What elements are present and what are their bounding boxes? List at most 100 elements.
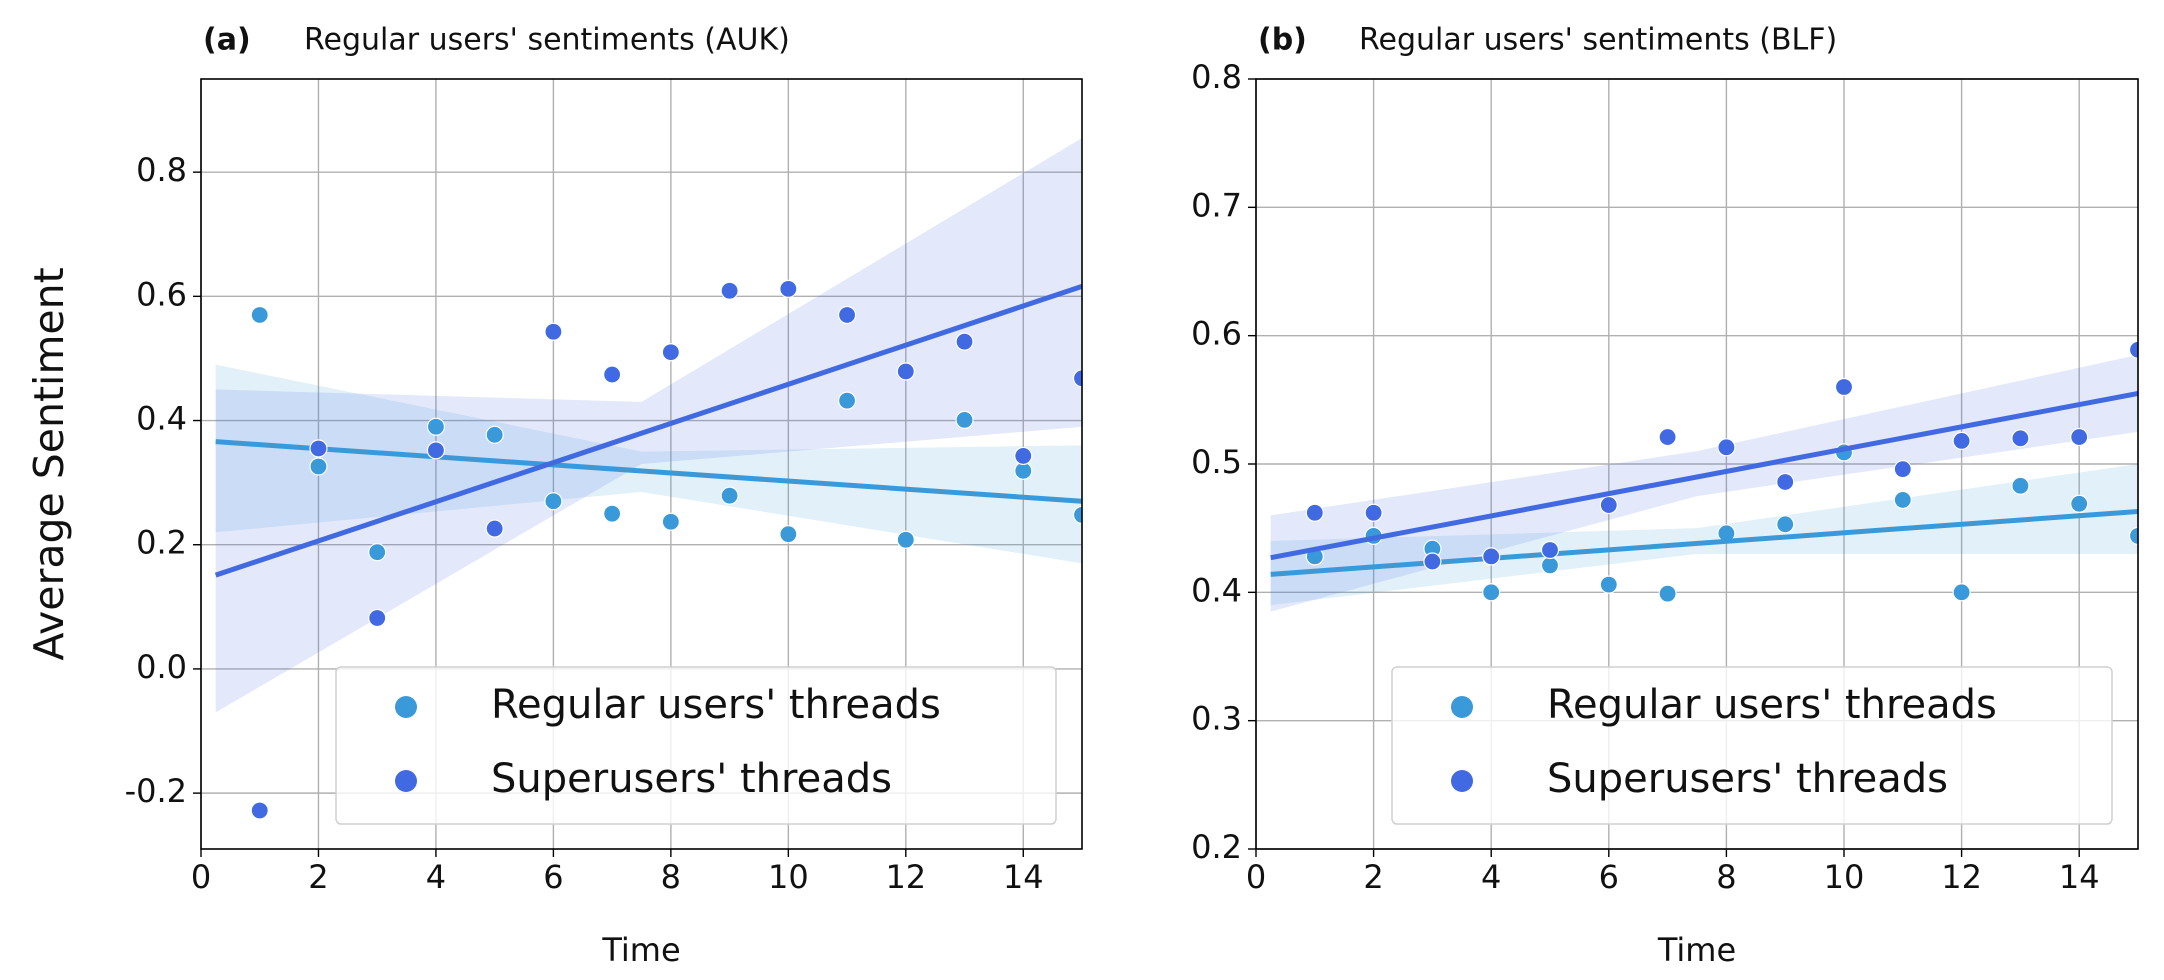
x-tick-label: 12 <box>885 858 926 896</box>
x-tick-label: 12 <box>1941 858 1982 896</box>
point <box>1540 540 1560 560</box>
y-axis-label: Average Sentiment <box>25 267 73 660</box>
y-tick-label: -0.2 <box>125 772 187 810</box>
trend-line <box>1270 390 2138 561</box>
point <box>2070 494 2089 513</box>
point <box>2070 427 2089 447</box>
point <box>1072 505 1082 525</box>
point <box>485 519 504 538</box>
point <box>1423 552 1442 571</box>
y-tick-label: 0.7 <box>1191 186 1242 224</box>
legend-marker <box>1451 696 1473 718</box>
y-tick-label: 0.0 <box>136 648 187 686</box>
chart-title: Regular users' sentiments (AUK) <box>304 23 790 58</box>
point <box>1305 503 1324 522</box>
point <box>955 332 974 351</box>
point <box>720 281 739 300</box>
point <box>837 391 857 410</box>
point <box>2011 476 2030 495</box>
point <box>1540 556 1560 575</box>
trend-line <box>1270 508 2138 577</box>
point <box>1893 490 1912 510</box>
point <box>1893 460 1912 479</box>
point <box>1599 575 1618 594</box>
plot-area <box>1270 340 2138 612</box>
y-tick-label: 0.6 <box>1191 315 1242 353</box>
legend-label: Regular users' threads <box>1547 682 1997 728</box>
y-tick-label: 0.4 <box>1191 571 1242 609</box>
point <box>544 492 563 511</box>
point <box>426 441 446 460</box>
confidence-band <box>1270 464 2138 606</box>
point <box>1717 438 1736 457</box>
point <box>779 279 798 298</box>
trend-line <box>215 439 1082 504</box>
point <box>2128 526 2138 545</box>
x-tick-label: 14 <box>2059 858 2100 896</box>
point <box>1776 472 1795 492</box>
confidence-band <box>215 137 1082 713</box>
point <box>368 608 387 628</box>
legend-label: Regular users' threads <box>491 682 941 728</box>
point <box>720 486 739 505</box>
point <box>1658 427 1677 447</box>
point <box>1834 377 1854 397</box>
point <box>309 439 328 458</box>
axes-frame <box>1255 78 2139 850</box>
x-tick-label: 14 <box>1003 858 1044 896</box>
axes-frame <box>200 78 1083 850</box>
point <box>1072 369 1082 388</box>
y-tick-label: 0.8 <box>136 151 187 189</box>
legend: Regular users' threads Superusers' thread… <box>335 666 1057 825</box>
x-tick-label: 8 <box>1716 858 1736 896</box>
point <box>250 305 269 325</box>
x-tick-label: 4 <box>426 858 446 896</box>
legend-label: Superusers' threads <box>491 756 892 802</box>
x-tick-label: 10 <box>1824 858 1865 896</box>
point <box>426 417 446 436</box>
confidence-band <box>1270 354 2138 612</box>
point <box>603 504 622 523</box>
point <box>603 365 622 384</box>
point <box>1014 446 1033 466</box>
point <box>955 410 974 430</box>
point <box>1364 503 1383 522</box>
x-tick-label: 8 <box>661 858 681 896</box>
y-tick-label: 0.8 <box>1191 58 1242 96</box>
x-axis-label: Time <box>1657 931 1736 969</box>
x-tick-label: 10 <box>768 858 809 896</box>
x-axis-label: Time <box>601 931 680 969</box>
confidence-band <box>215 364 1082 564</box>
point <box>1952 583 1971 602</box>
legend-box <box>335 666 1057 825</box>
y-tick-label: 0.4 <box>136 400 187 438</box>
y-tick-label: 0.2 <box>136 524 187 562</box>
y-tick-label: 0.3 <box>1191 700 1242 738</box>
point <box>779 525 798 544</box>
chart-title: Regular users' sentiments (BLF) <box>1359 23 1837 58</box>
point <box>309 457 328 476</box>
y-tick-label: 0.2 <box>1191 828 1242 866</box>
x-tick-label: 6 <box>1599 858 1619 896</box>
point <box>485 425 504 444</box>
point <box>661 512 680 531</box>
panel-label: (a) <box>203 23 251 58</box>
legend: Regular users' threads Superusers' thread… <box>1391 666 2113 825</box>
point <box>1482 583 1501 602</box>
x-tick-label: 2 <box>1363 858 1383 896</box>
y-tick-label: 0.5 <box>1191 443 1242 481</box>
point <box>2128 340 2138 359</box>
x-tick-label: 6 <box>543 858 563 896</box>
x-tick-label: 0 <box>1246 858 1266 896</box>
point <box>661 343 680 362</box>
legend-box <box>1391 666 2113 825</box>
point <box>250 801 269 820</box>
x-tick-label: 2 <box>308 858 328 896</box>
legend-label: Superusers' threads <box>1547 756 1948 802</box>
point <box>896 362 915 381</box>
point <box>544 322 563 341</box>
plot-area <box>214 137 1082 820</box>
legend-marker <box>395 770 417 792</box>
